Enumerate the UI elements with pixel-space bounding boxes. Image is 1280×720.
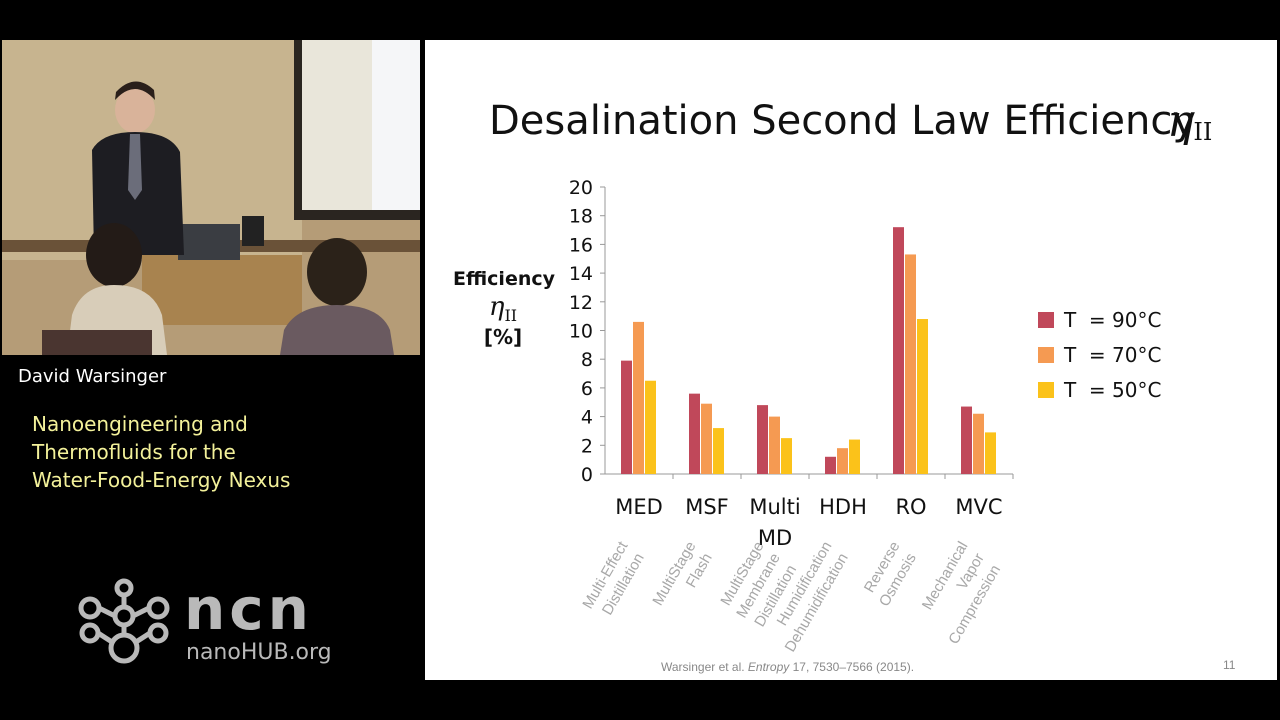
- citation: Warsinger et al. Entropy 17, 7530–7566 (…: [661, 660, 914, 674]
- bar: [769, 416, 780, 474]
- y-tick-label: 0: [581, 464, 593, 486]
- legend-item: T = 70°C: [1038, 337, 1161, 372]
- lecture-video[interactable]: [2, 40, 420, 355]
- eta-symbol: η: [1167, 96, 1194, 147]
- bar: [893, 227, 904, 474]
- bar: [701, 403, 712, 474]
- y-tick-label: 8: [581, 349, 593, 371]
- x-tick-label: HDH: [819, 495, 867, 519]
- x-tick-label: MVC: [955, 495, 1002, 519]
- x-tick-label: MED: [615, 495, 663, 519]
- x-tick-label: Multi: [749, 495, 800, 519]
- bar: [973, 413, 984, 474]
- bar: [645, 380, 656, 474]
- chart-legend: T = 90°C T = 70°C T = 50°C: [1038, 302, 1161, 407]
- legend-label: T = 50°C: [1064, 377, 1162, 402]
- y-tick-label: 20: [569, 177, 593, 199]
- legend-label: T = 90°C: [1064, 307, 1162, 332]
- speaker-name: David Warsinger: [18, 366, 167, 387]
- talk-title-line: Nanoengineering and: [32, 412, 248, 436]
- y-axis-label-text: Efficiency: [453, 268, 556, 290]
- y-tick-label: 12: [569, 292, 593, 314]
- slide-title-symbol: ηII: [1167, 96, 1212, 147]
- y-tick-label: 16: [569, 234, 593, 256]
- y-axis-label-symbol: ηII: [453, 292, 553, 325]
- bar: [961, 406, 972, 474]
- y-axis-unit: [%]: [483, 325, 523, 350]
- x-tick-label: MSF: [685, 495, 729, 519]
- y-tick-label: 6: [581, 378, 593, 400]
- bar: [905, 254, 916, 474]
- bar: [837, 448, 848, 474]
- logo-wordmark: ncn: [184, 575, 313, 643]
- talk-title-line: Thermofluids for the: [32, 440, 236, 464]
- eta-symbol: η: [488, 292, 505, 322]
- bar: [713, 428, 724, 474]
- y-axis-label: Efficiency ηII [%]: [453, 268, 556, 350]
- bar-chart: 0 2 4 6 8 10 12 14 16 18 20 MED Multi-EffectDistilla…: [569, 177, 1014, 655]
- x-tick-label: RO: [895, 495, 926, 519]
- y-tick-label: 18: [569, 206, 593, 228]
- citation-authors: Warsinger et al.: [661, 660, 748, 674]
- bar: [985, 432, 996, 474]
- logo-subtitle: nanoHUB.org: [186, 640, 332, 665]
- bar: [757, 405, 768, 474]
- legend-label: T = 70°C: [1064, 342, 1162, 367]
- bar: [633, 321, 644, 474]
- slide-page-number: 11: [1223, 658, 1236, 672]
- eta-subscript: II: [1193, 118, 1213, 146]
- bar: [917, 319, 928, 474]
- bar: [689, 393, 700, 474]
- presentation-slide: Desalination Second Law Efficiency ηII E…: [425, 40, 1277, 680]
- talk-title: Nanoengineering and Thermofluids for the…: [32, 410, 290, 494]
- legend-swatch: [1038, 381, 1054, 398]
- y-tick-label: 14: [569, 263, 593, 285]
- eta-subscript: II: [504, 306, 518, 326]
- legend-swatch: [1038, 346, 1054, 363]
- slide-title: Desalination Second Law Efficiency: [489, 98, 1197, 144]
- citation-journal: Entropy: [747, 660, 790, 674]
- y-tick-label: 4: [581, 407, 593, 429]
- legend-swatch: [1038, 311, 1054, 328]
- legend-item: T = 50°C: [1038, 372, 1161, 407]
- bar: [825, 456, 836, 474]
- bar: [781, 438, 792, 474]
- talk-title-line: Water-Food-Energy Nexus: [32, 468, 291, 492]
- bar: [621, 360, 632, 474]
- network-logo-icon: [78, 578, 170, 664]
- y-tick-label: 10: [569, 321, 593, 343]
- bar: [849, 439, 860, 474]
- citation-details: 17, 7530–7566 (2015).: [789, 660, 915, 674]
- x-tick-label: MD: [758, 526, 792, 550]
- y-tick-label: 2: [581, 435, 593, 457]
- legend-item: T = 90°C: [1038, 302, 1161, 337]
